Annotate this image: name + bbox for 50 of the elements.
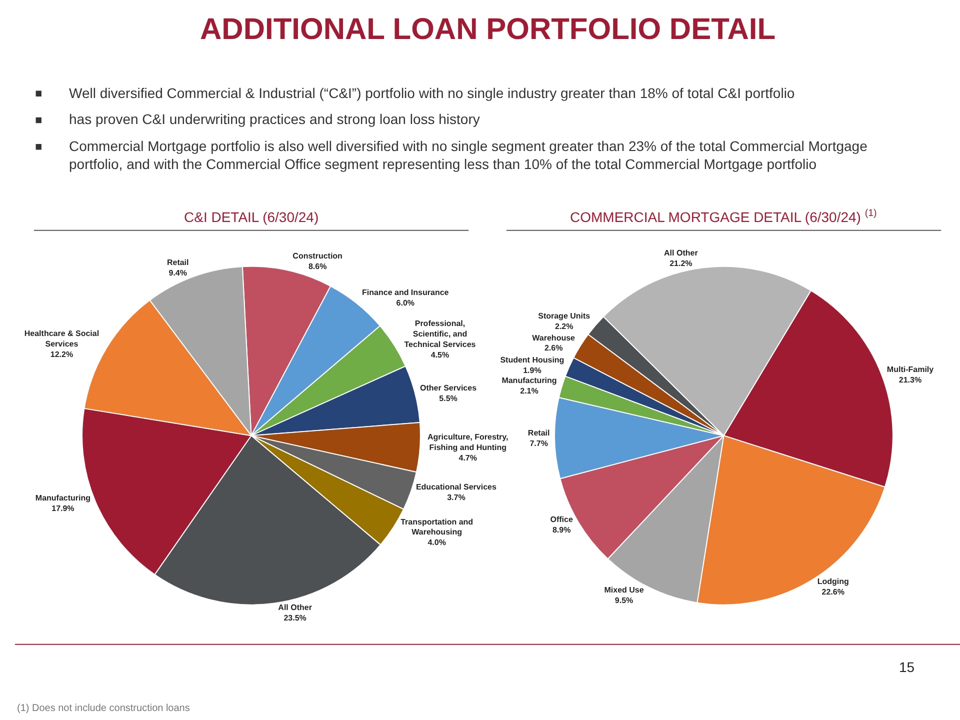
slice-label: Multi-Family bbox=[886, 364, 934, 374]
text: (1) Does not include construction loans bbox=[17, 703, 190, 714]
slice-label: Retail bbox=[528, 428, 550, 438]
slice-label: Other Services bbox=[420, 383, 478, 392]
data-label: 9.5% bbox=[614, 596, 634, 606]
data-label: 2.1% bbox=[520, 386, 538, 396]
data-label: 2.6% bbox=[544, 344, 563, 353]
slice-label: All Other bbox=[664, 248, 698, 258]
data-label: 12.2% bbox=[50, 350, 74, 359]
slice-label: Finance and Insurance bbox=[362, 288, 450, 298]
data-label: 22.6% bbox=[822, 587, 844, 596]
chart-title: C&I DETAIL (6/30/24) bbox=[184, 209, 319, 225]
text: ADDITIONAL LOAN PORTFOLIO DETAIL bbox=[200, 13, 776, 46]
data-label: 4.0% bbox=[428, 538, 446, 548]
data-label: 2.2% bbox=[554, 322, 574, 331]
slice-label: Office bbox=[550, 514, 574, 524]
data-label: 1.9% bbox=[523, 366, 542, 375]
data-label: 4.7% bbox=[458, 453, 477, 462]
text: has proven C&I underwriting practices and strong loan loss history bbox=[69, 111, 480, 127]
data-label: 17.9% bbox=[52, 504, 74, 513]
slice-label: Retail bbox=[166, 258, 189, 268]
data-label: 3.7% bbox=[447, 492, 466, 502]
slice-label: Professional, Scientific, and Technical Services bbox=[404, 319, 476, 350]
chart-title: COMMERCIAL MORTGAGE DETAIL (6/30/24) $^{(1)}$ bbox=[570, 208, 877, 225]
slice-label: Student Housing bbox=[500, 356, 564, 365]
slice-label: Storage Units bbox=[538, 311, 591, 320]
slice-label: Healthcare & Social Services bbox=[24, 329, 100, 348]
data-label: 8.6% bbox=[308, 262, 327, 271]
text: Commercial Mortgage portfolio is also well diversified with no single segment greater than 23% of the total Commercial Mortgage portfolio, and with the Commercial Office segment representing less than 10% of the total Commercial Mortgage portfolio bbox=[69, 138, 868, 172]
slice-label: Lodging bbox=[817, 576, 850, 586]
slice-label: Agriculture, Forestry, Fishing and Hunting bbox=[427, 432, 508, 452]
slice-label: Manufacturing bbox=[35, 493, 91, 502]
data-label: 6.0% bbox=[396, 298, 414, 308]
text: 15 bbox=[899, 659, 915, 675]
data-label: 5.5% bbox=[439, 394, 458, 403]
slice-label: Transportation and Warehousing bbox=[400, 517, 474, 537]
data-label: 21.2% bbox=[670, 258, 692, 268]
data-label: 4.5% bbox=[430, 350, 450, 360]
slice-label: Warehouse bbox=[532, 333, 576, 342]
slice-label: Manufacturing bbox=[502, 376, 557, 386]
data-label: 23.5% bbox=[284, 614, 306, 623]
data-label: 21.3% bbox=[898, 375, 922, 384]
data-label: 9.4% bbox=[168, 268, 187, 278]
slice-label: Mixed Use bbox=[604, 586, 644, 595]
slice-label: Construction bbox=[292, 251, 343, 260]
text: Well diversified Commercial & Industrial (“C&I”) portfolio with no single industry greater than 18% of total C&I portfolio bbox=[69, 85, 795, 101]
slice-label: Educational Services bbox=[416, 482, 497, 492]
data-label: 7.7% bbox=[530, 438, 548, 448]
data-label: 8.9% bbox=[552, 525, 571, 534]
slice-label: All Other bbox=[278, 603, 312, 612]
